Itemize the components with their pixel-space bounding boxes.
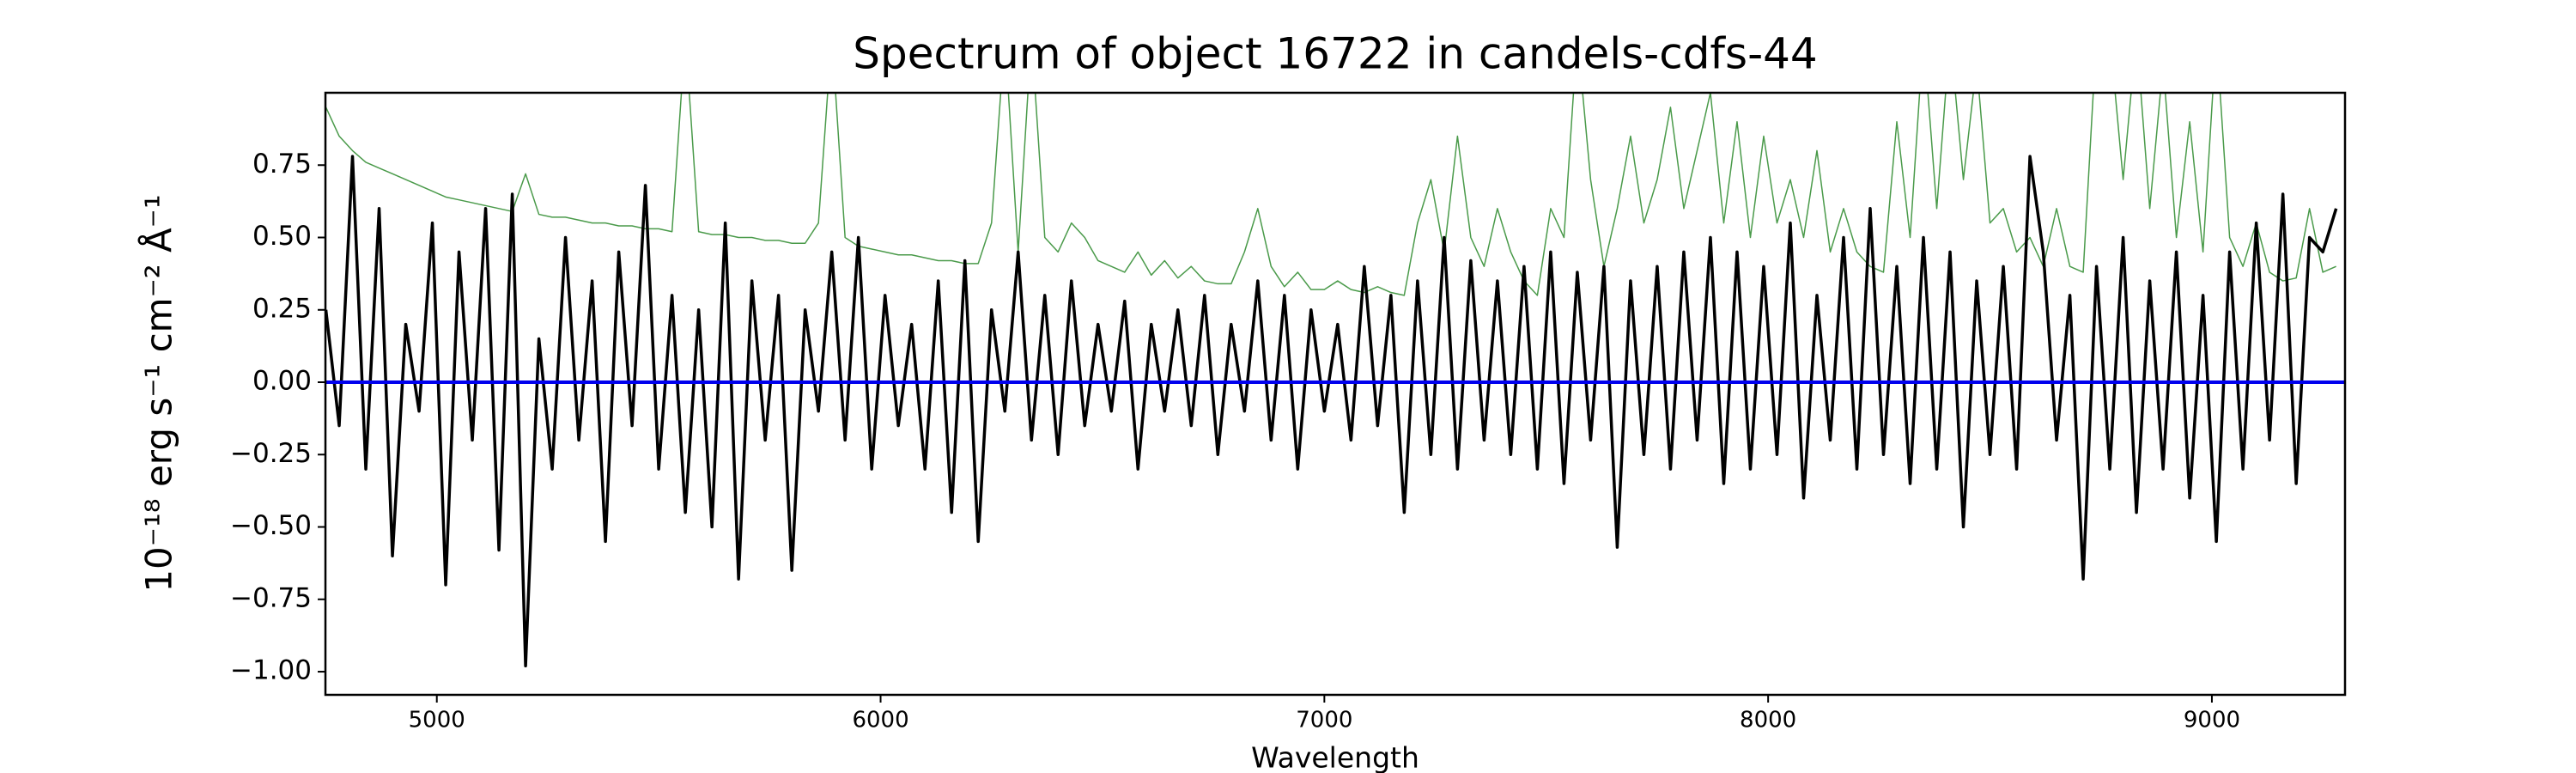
chart-title: Spectrum of object 16722 in candels-cdfs… [853,29,1818,79]
y-tick-label: 0.00 [252,366,312,397]
axes-frame [324,91,2347,697]
y-axis-label: 10⁻¹⁸ erg s⁻¹ cm⁻² Å⁻¹ [137,194,180,592]
x-tick-label: 9000 [2184,708,2240,733]
spectrum-line [325,93,2336,296]
x-tick-label: 8000 [1740,708,1796,733]
y-tick-label: −0.75 [230,582,312,613]
y-tick-label: 0.25 [252,293,312,324]
x-tick-label: 7000 [1296,708,1352,733]
x-tick-label: 5000 [409,708,465,733]
x-tick-label: 6000 [852,708,908,733]
y-tick-label: −0.25 [230,438,312,469]
y-tick-label: −0.50 [230,510,312,541]
y-tick-label: 0.50 [252,221,312,252]
y-tick-label: −1.00 [230,655,312,686]
x-axis-label: Wavelength [1251,741,1419,773]
spectrum-line [325,155,2338,668]
y-tick-label: 0.75 [252,149,312,180]
plot-area [325,93,2345,668]
